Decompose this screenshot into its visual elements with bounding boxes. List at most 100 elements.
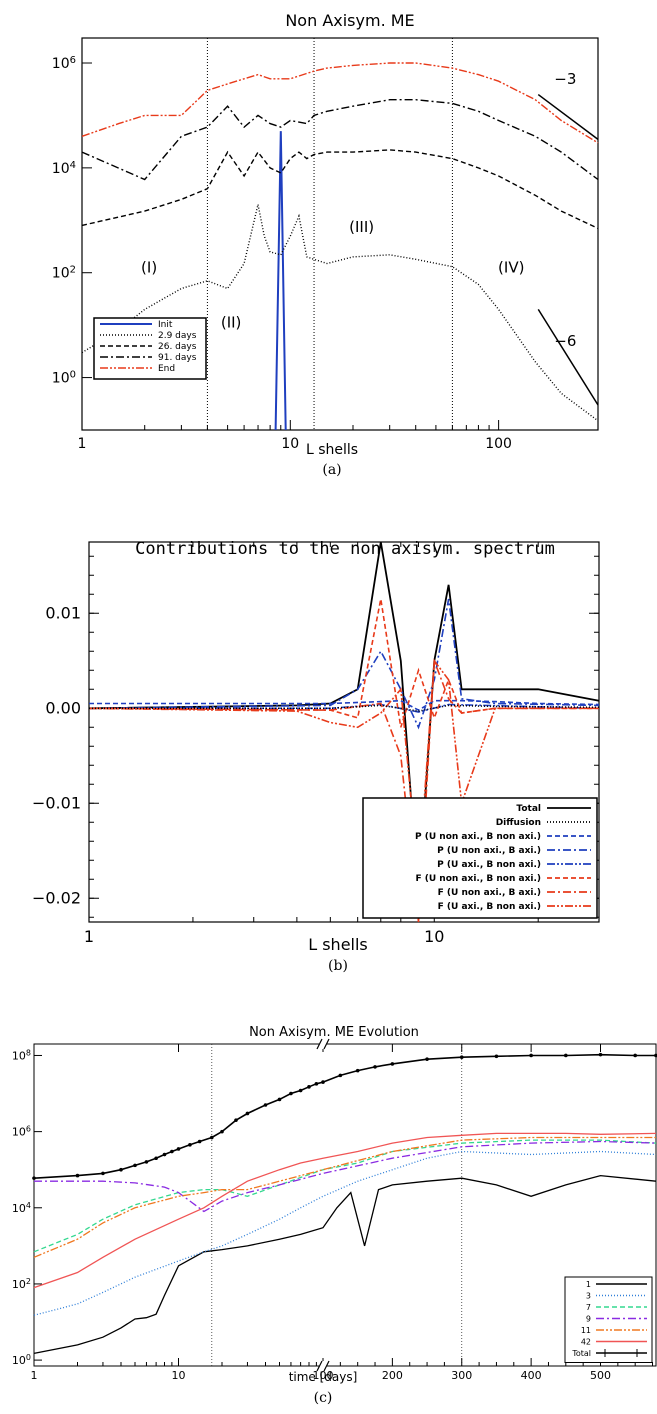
panel-b-title: Contributions to the non axisym. spectru… bbox=[135, 539, 555, 559]
panel-a-annotations: (I) (II) (III) (IV) −3 −6 bbox=[141, 70, 599, 406]
panel-b-ticks: 1 10 0.01 0.00 −0.01 −0.02 bbox=[32, 542, 600, 946]
panel-a-region-label-2: (III) bbox=[349, 218, 374, 236]
panel-c-legend-label-5: 42 bbox=[581, 1338, 591, 1347]
panel-c-total-marker-26 bbox=[390, 1062, 395, 1066]
panel-a-legend-box bbox=[93, 317, 207, 380]
panel-b-ytick-label-3: −0.02 bbox=[32, 888, 81, 907]
panel-a-ytick-label-3: 106 bbox=[52, 55, 76, 73]
panel-c-total-marker-19 bbox=[298, 1088, 303, 1093]
panel-a-title: Non Axisym. ME bbox=[285, 11, 414, 30]
panel-c-legend-label-2: 7 bbox=[586, 1303, 591, 1312]
panel-a-slope-line-0 bbox=[537, 93, 599, 140]
panel-b-legend-label-1: Diffusion bbox=[496, 818, 541, 828]
panel-a-series-2 bbox=[81, 149, 599, 230]
panel-c-ytick-label-1: 102 bbox=[12, 1276, 31, 1291]
panel-a-xlabel: L shells bbox=[306, 442, 358, 458]
panel-c-xlabel: time [days] bbox=[289, 1370, 358, 1384]
panel-c-total-marker-18 bbox=[289, 1091, 293, 1096]
panel-c-total-marker-10 bbox=[188, 1143, 192, 1147]
panel-b-ytick-label-0: 0.01 bbox=[45, 603, 81, 622]
panel-c-total-marker-29 bbox=[494, 1054, 499, 1059]
panel-c-ytick-label-4: 108 bbox=[12, 1048, 31, 1063]
panel-a: Non Axisym. ME 1 10 100 100 102 104 106 (I) (II… bbox=[52, 11, 599, 478]
panel-c-vlines bbox=[211, 1044, 463, 1366]
panel-a-series-1 bbox=[81, 204, 599, 422]
panel-b-ytick-label-1: 0.00 bbox=[45, 698, 81, 717]
panel-c-xtick-label-3: 200 bbox=[382, 1369, 403, 1382]
panel-b-legend-label-4: P (U axi., B non axi.) bbox=[437, 860, 541, 870]
panel-b-legend-label-5: F (U non axi., B non axi.) bbox=[415, 874, 541, 884]
panel-c-total-marker-25 bbox=[373, 1065, 377, 1069]
panel-a-ticks: 1 10 100 100 102 104 106 bbox=[52, 55, 512, 452]
panel-a-vlines bbox=[206, 38, 453, 430]
panel-b-series-6 bbox=[88, 660, 599, 923]
panel-b-legend-label-3: P (U non axi., B axi.) bbox=[437, 846, 541, 856]
panel-c-axis-break-0 bbox=[323, 1038, 330, 1050]
panel-c-total-marker-15 bbox=[245, 1111, 250, 1116]
panel-b-legend-label-6: F (U non axi., B axi.) bbox=[438, 888, 541, 898]
panel-c-axis-break-1 bbox=[316, 1360, 323, 1372]
panel-c-series-6 bbox=[33, 1053, 656, 1179]
panel-c-total-marker-20 bbox=[307, 1085, 311, 1089]
panel-a-legend-label-0: Init bbox=[158, 320, 173, 330]
panel-c-legend-label-1: 3 bbox=[586, 1292, 591, 1301]
panel-c-axis-break-1 bbox=[323, 1360, 330, 1372]
panel-c-total-marker-9 bbox=[176, 1147, 181, 1151]
panel-a-legend-label-1: 2.9 days bbox=[158, 331, 197, 341]
panel-c-xtick-label-0: 1 bbox=[31, 1369, 38, 1382]
panel-a-slope-line-1 bbox=[537, 308, 599, 406]
panel-a-region-label-3: (IV) bbox=[498, 259, 524, 277]
panel-a-legend-label-2: 26. days bbox=[158, 342, 197, 352]
panel-c-total-marker-13 bbox=[220, 1129, 224, 1134]
panel-a-frame bbox=[81, 37, 599, 431]
panel-a-ytick-label-0: 100 bbox=[52, 369, 76, 387]
panel-c-total-marker-32 bbox=[598, 1052, 603, 1057]
panel-b-series-7 bbox=[88, 658, 599, 880]
panel-c-total-marker-8 bbox=[170, 1149, 174, 1154]
panel-c-series-3 bbox=[34, 1140, 657, 1213]
panel-c-total-marker-21 bbox=[314, 1082, 319, 1086]
panel-c-xtick-label-1: 10 bbox=[172, 1369, 186, 1382]
panel-c-xtick-label-4: 300 bbox=[451, 1369, 472, 1382]
panel-c-total-marker-28 bbox=[459, 1055, 464, 1060]
panel-b-frame bbox=[88, 541, 600, 923]
panel-a-series-0 bbox=[274, 131, 287, 431]
panel-c-total-marker-6 bbox=[154, 1156, 158, 1161]
panel-a-region-label-1: (II) bbox=[221, 314, 242, 332]
panel-b-caption: (b) bbox=[328, 958, 348, 974]
panel-b-series-5 bbox=[88, 598, 599, 728]
panel-c-total-marker-7 bbox=[162, 1152, 167, 1157]
panel-b-legend-label-7: F (U axi., B non axi.) bbox=[438, 902, 541, 912]
panel-c-legend-box bbox=[564, 1276, 653, 1363]
panel-c-series-1 bbox=[33, 1150, 657, 1316]
panel-c-total-marker-5 bbox=[144, 1160, 149, 1164]
panel-c-series-2 bbox=[33, 1139, 657, 1253]
panel-b-xtick-label-1: 10 bbox=[424, 927, 444, 946]
panel-a-caption: (a) bbox=[322, 462, 341, 478]
panel-a-slope-label-1: −6 bbox=[554, 332, 576, 350]
panel-a-xtick-label-2: 100 bbox=[485, 436, 512, 452]
panel-b-series-1 bbox=[89, 704, 600, 712]
panel-c-total-marker-22 bbox=[321, 1080, 325, 1084]
panel-c-axis-break-0 bbox=[316, 1038, 323, 1050]
panel-b-series-2 bbox=[89, 699, 600, 712]
panel-a-xtick-label-1: 10 bbox=[281, 436, 299, 452]
panel-c-xtick-label-6: 500 bbox=[590, 1369, 611, 1382]
panel-c-total-marker-11 bbox=[197, 1139, 202, 1144]
panel-b: Contributions to the non axisym. spectru… bbox=[32, 539, 600, 974]
panel-a-series-4 bbox=[81, 62, 599, 144]
panel-c: Non Axisym. ME Evolution 1 10 100 200 300 400… bbox=[12, 1025, 657, 1406]
panel-c-total-marker-33 bbox=[633, 1053, 637, 1058]
panel-a-series-3 bbox=[81, 98, 599, 181]
panel-c-total-marker-27 bbox=[425, 1057, 429, 1061]
panel-c-total-marker-16 bbox=[263, 1103, 268, 1107]
panel-c-frame bbox=[33, 1043, 657, 1367]
panel-b-legend-label-0: Total bbox=[516, 804, 541, 814]
panel-c-axis-break-bg-0 bbox=[319, 1039, 327, 1049]
panel-a-ytick-label-1: 102 bbox=[52, 264, 76, 282]
panel-c-ytick-label-2: 104 bbox=[12, 1200, 31, 1215]
panel-c-legend-label-3: 9 bbox=[586, 1315, 591, 1324]
panel-c-legend-label-0: 1 bbox=[586, 1280, 591, 1289]
panel-b-legend: Total Diffusion P (U non axi., B non axi.)… bbox=[362, 797, 598, 919]
